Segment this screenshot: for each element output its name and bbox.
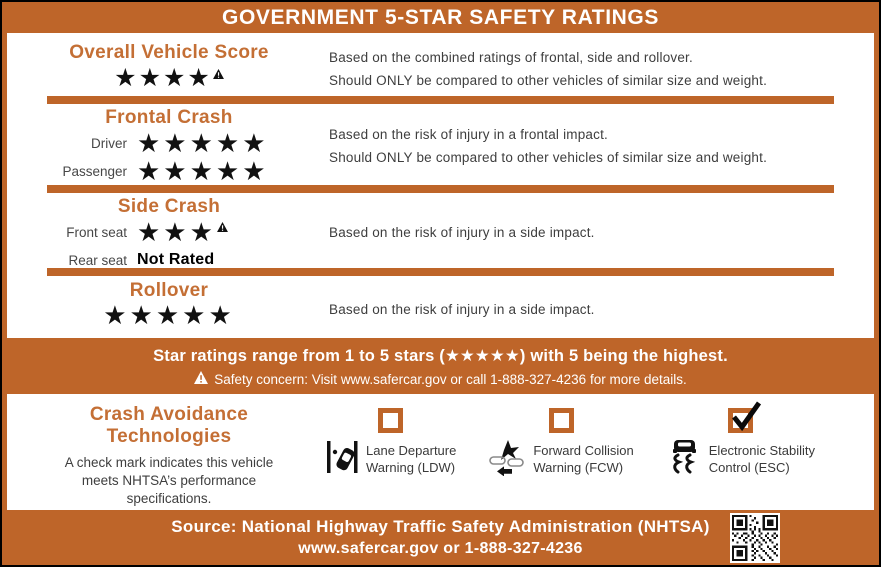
rollover-star-rating: ★★★★★ bbox=[103, 299, 235, 330]
tech-electronic-stability-control: Electronic Stability Control (ESC) bbox=[666, 401, 815, 481]
frontal-desc-line2: Should ONLY be compared to other vehicle… bbox=[329, 150, 768, 165]
esc-checkbox[interactable] bbox=[727, 401, 761, 433]
front-seat-star-rating: ★★★ bbox=[137, 217, 216, 248]
star-range-text: Star ratings range from 1 to 5 stars (★★… bbox=[153, 347, 728, 365]
fcw-label: Forward Collision Warning (FCW) bbox=[533, 443, 634, 475]
section-divider bbox=[47, 96, 834, 104]
front-seat-rating-row: Front seat ★★★ bbox=[19, 219, 319, 246]
footer-bar: Source: National Highway Traffic Safety … bbox=[2, 510, 879, 565]
overall-star-rating: ★★★★ bbox=[114, 63, 212, 92]
page-title: GOVERNMENT 5-STAR SAFETY RATINGS bbox=[222, 6, 659, 29]
side-crash-section: Side Crash Front seat ★★★ Rear seat Not … bbox=[7, 193, 874, 268]
tech-forward-collision-warning: Forward Collision Warning (FCW) bbox=[488, 408, 634, 481]
frontal-crash-section: Frontal Crash Driver ★★★★★ Passenger ★★★… bbox=[7, 104, 874, 185]
section-divider bbox=[47, 185, 834, 193]
check-mark-icon bbox=[731, 400, 761, 437]
safety-concern-note: Safety concern: Visit www.safercar.gov o… bbox=[2, 371, 879, 387]
rear-seat-not-rated-value: Not Rated bbox=[137, 251, 215, 269]
warning-triangle-icon bbox=[194, 371, 209, 387]
overall-desc-line1: Based on the combined ratings of frontal… bbox=[329, 50, 693, 65]
driver-star-rating: ★★★★★ bbox=[137, 128, 269, 159]
rollover-desc-line1: Based on the risk of injury in a side im… bbox=[329, 301, 595, 317]
overall-score-title: Overall Vehicle Score bbox=[69, 42, 269, 63]
rear-seat-rating-row: Rear seat Not Rated bbox=[19, 247, 319, 274]
forward-collision-warning-icon bbox=[488, 438, 526, 481]
header-bar: GOVERNMENT 5-STAR SAFETY RATINGS bbox=[2, 2, 879, 33]
star-range-band: Star ratings range from 1 to 5 stars (★★… bbox=[2, 338, 879, 394]
passenger-label: Passenger bbox=[62, 163, 127, 179]
frontal-crash-title: Frontal Crash bbox=[105, 107, 233, 128]
ldw-checkbox[interactable] bbox=[378, 408, 404, 433]
tech-lane-departure-warning: Lane Departure Warning (LDW) bbox=[325, 408, 456, 481]
qr-code bbox=[730, 513, 780, 563]
ldw-label: Lane Departure Warning (LDW) bbox=[366, 443, 457, 475]
driver-label: Driver bbox=[91, 135, 127, 151]
passenger-rating-row: Passenger ★★★★★ bbox=[19, 158, 319, 185]
safety-concern-icon bbox=[216, 219, 228, 237]
passenger-star-rating: ★★★★★ bbox=[137, 156, 269, 187]
safety-concern-note-text: Safety concern: Visit www.safercar.gov o… bbox=[214, 371, 687, 387]
side-desc-line1: Based on the risk of injury in a side im… bbox=[329, 224, 595, 240]
electronic-stability-control-icon bbox=[666, 438, 702, 481]
safety-concern-icon bbox=[212, 66, 224, 84]
section-divider bbox=[47, 268, 834, 276]
crash-avoidance-description: A check mark indicates this vehicle meet… bbox=[64, 454, 274, 507]
crash-avoidance-title: Crash Avoidance Technologies bbox=[89, 404, 249, 447]
overall-desc-line2: Should ONLY be compared to other vehicle… bbox=[329, 73, 768, 88]
frontal-desc-line1: Based on the risk of injury in a frontal… bbox=[329, 127, 608, 142]
rollover-title: Rollover bbox=[129, 280, 209, 301]
ratings-area: Overall Vehicle Score ★★★★ Based on the … bbox=[2, 33, 879, 338]
front-seat-label: Front seat bbox=[66, 224, 127, 240]
crash-avoidance-section: Crash Avoidance Technologies A check mar… bbox=[2, 394, 879, 510]
source-text: Source: National Highway Traffic Safety … bbox=[171, 517, 710, 536]
esc-label: Electronic Stability Control (ESC) bbox=[708, 443, 815, 475]
lane-departure-warning-icon bbox=[325, 438, 359, 481]
overall-vehicle-score-section: Overall Vehicle Score ★★★★ Based on the … bbox=[7, 33, 874, 96]
driver-rating-row: Driver ★★★★★ bbox=[19, 130, 319, 157]
rollover-section: Rollover ★★★★★ Based on the risk of inju… bbox=[7, 276, 874, 338]
fcw-checkbox[interactable] bbox=[548, 408, 574, 433]
rear-seat-label: Rear seat bbox=[68, 252, 127, 268]
side-crash-title: Side Crash bbox=[117, 196, 221, 217]
footer-contact-text: www.safercar.gov or 1-888-327-4236 bbox=[298, 540, 583, 557]
